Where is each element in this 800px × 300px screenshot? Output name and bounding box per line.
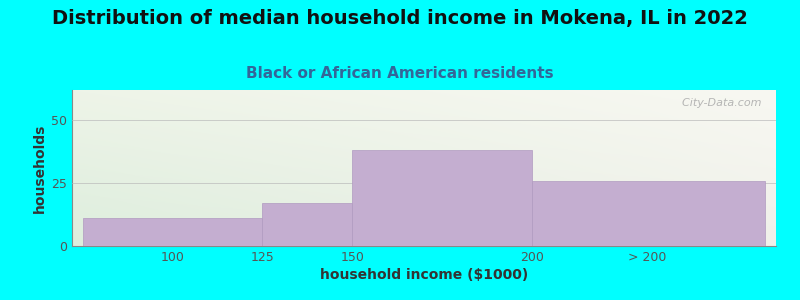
Y-axis label: households: households (33, 123, 47, 213)
Bar (262, 203, 352, 246)
Text: Distribution of median household income in Mokena, IL in 2022: Distribution of median household income … (52, 9, 748, 28)
Bar (82, 218, 262, 246)
X-axis label: household income ($1000): household income ($1000) (320, 268, 528, 282)
Bar (352, 150, 532, 246)
Bar (532, 181, 766, 246)
Text: Black or African American residents: Black or African American residents (246, 66, 554, 81)
Text: City-Data.com: City-Data.com (675, 98, 762, 108)
